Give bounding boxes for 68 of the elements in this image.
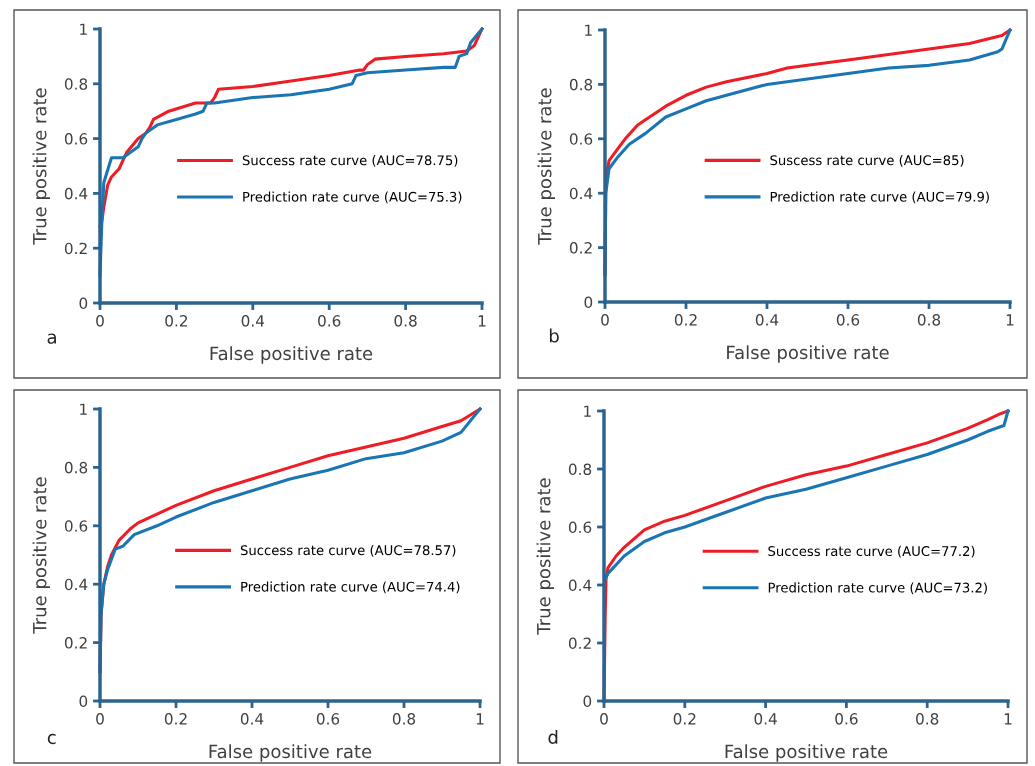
x-tick-label: 0	[601, 314, 609, 326]
x-tick-label: 0.4	[755, 314, 779, 326]
y-tick-label: 0.8	[64, 78, 88, 90]
x-tick-label: 0.4	[754, 713, 777, 725]
y-tick-label: 0.8	[64, 461, 88, 474]
y-tick-label: 0	[583, 695, 592, 708]
text: c	[47, 733, 56, 745]
legend-label: Suscess rate curve (AUC=85)	[770, 154, 964, 167]
legend-label: Success rate curve (AUC=78.57)	[240, 544, 456, 557]
x-tick-label: 0	[96, 713, 104, 725]
y-axis-title: True positive rate	[32, 477, 51, 634]
y-tick-label: 0.4	[569, 187, 593, 200]
x-tick-label: 0	[600, 713, 608, 725]
x-tick-label: 0.8	[917, 314, 941, 326]
legend-label: Prediction rate curve (AUC=73.2)	[768, 582, 987, 595]
text: b	[549, 328, 559, 343]
y-tick-label: 0	[584, 296, 593, 309]
x-tick-label: 1	[1006, 314, 1014, 326]
y-tick-label: 0.4	[64, 578, 88, 591]
x-tick-label: 0.4	[240, 713, 264, 725]
x-tick-label: 0.6	[318, 315, 341, 327]
y-tick-label: 0	[79, 297, 88, 310]
y-tick-label: 0.6	[569, 133, 593, 145]
y-tick-label: 0.4	[568, 579, 592, 592]
x-axis-title: False positive rate	[210, 346, 373, 364]
legend-label: Prediction rate curve (AUC=79.9)	[770, 191, 989, 204]
legend-label: Prediction rate curve (AUC=74.4)	[241, 581, 460, 594]
x-tick-label: 1	[1004, 713, 1012, 725]
text: d	[548, 729, 558, 744]
x-tick-label: 0.2	[673, 713, 696, 725]
x-axis-title: False positive rate	[725, 744, 888, 762]
y-tick-label: 1	[584, 405, 591, 417]
legend-label: Success rate curve (AUC=77.2)	[768, 545, 975, 558]
y-tick-label: 0.2	[64, 637, 87, 649]
y-tick-label: 0.4	[64, 187, 88, 200]
x-tick-label: 0.6	[835, 713, 858, 725]
y-tick-label: 0.6	[64, 133, 88, 145]
x-tick-label: 0.6	[836, 314, 860, 326]
text: a	[47, 333, 56, 344]
x-tick-label: 0.8	[392, 713, 416, 725]
x-axis-title: False positive rate	[727, 345, 889, 363]
x-tick-label: 0.2	[674, 314, 697, 326]
x-tick-label: 0	[96, 315, 104, 327]
legend-label: Success rate curve (AUC=78.75)	[242, 155, 458, 167]
y-tick-label: 0.6	[64, 520, 88, 532]
y-axis-title: True positive rate	[536, 478, 555, 635]
y-tick-label: 0.2	[569, 242, 592, 254]
y-tick-label: 0.8	[568, 463, 592, 476]
y-tick-label: 0.8	[569, 78, 593, 91]
y-axis-title: True positive rate	[32, 88, 51, 245]
x-tick-label: 0.6	[316, 713, 340, 725]
x-tick-label: 0.2	[165, 315, 188, 327]
y-tick-label: 1	[80, 403, 87, 415]
legend-label: Prediction rate curve (AUC=75.3)	[243, 191, 462, 204]
x-tick-label: 0.8	[916, 713, 939, 725]
y-tick-label: 0.2	[568, 637, 591, 650]
y-tick-label: 0.6	[568, 521, 592, 534]
y-tick-label: 0	[79, 695, 88, 708]
x-tick-label: 1	[478, 315, 486, 327]
y-axis-title: True positive rate	[537, 88, 556, 245]
x-tick-label: 0.2	[164, 713, 187, 725]
x-tick-label: 1	[476, 713, 484, 725]
x-tick-label: 0.4	[241, 315, 265, 327]
y-tick-label: 1	[585, 24, 592, 36]
y-tick-label: 0.2	[64, 242, 87, 255]
y-tick-label: 1	[80, 23, 87, 35]
x-tick-label: 0.8	[394, 315, 417, 327]
x-axis-title: False positive rate	[209, 744, 372, 762]
